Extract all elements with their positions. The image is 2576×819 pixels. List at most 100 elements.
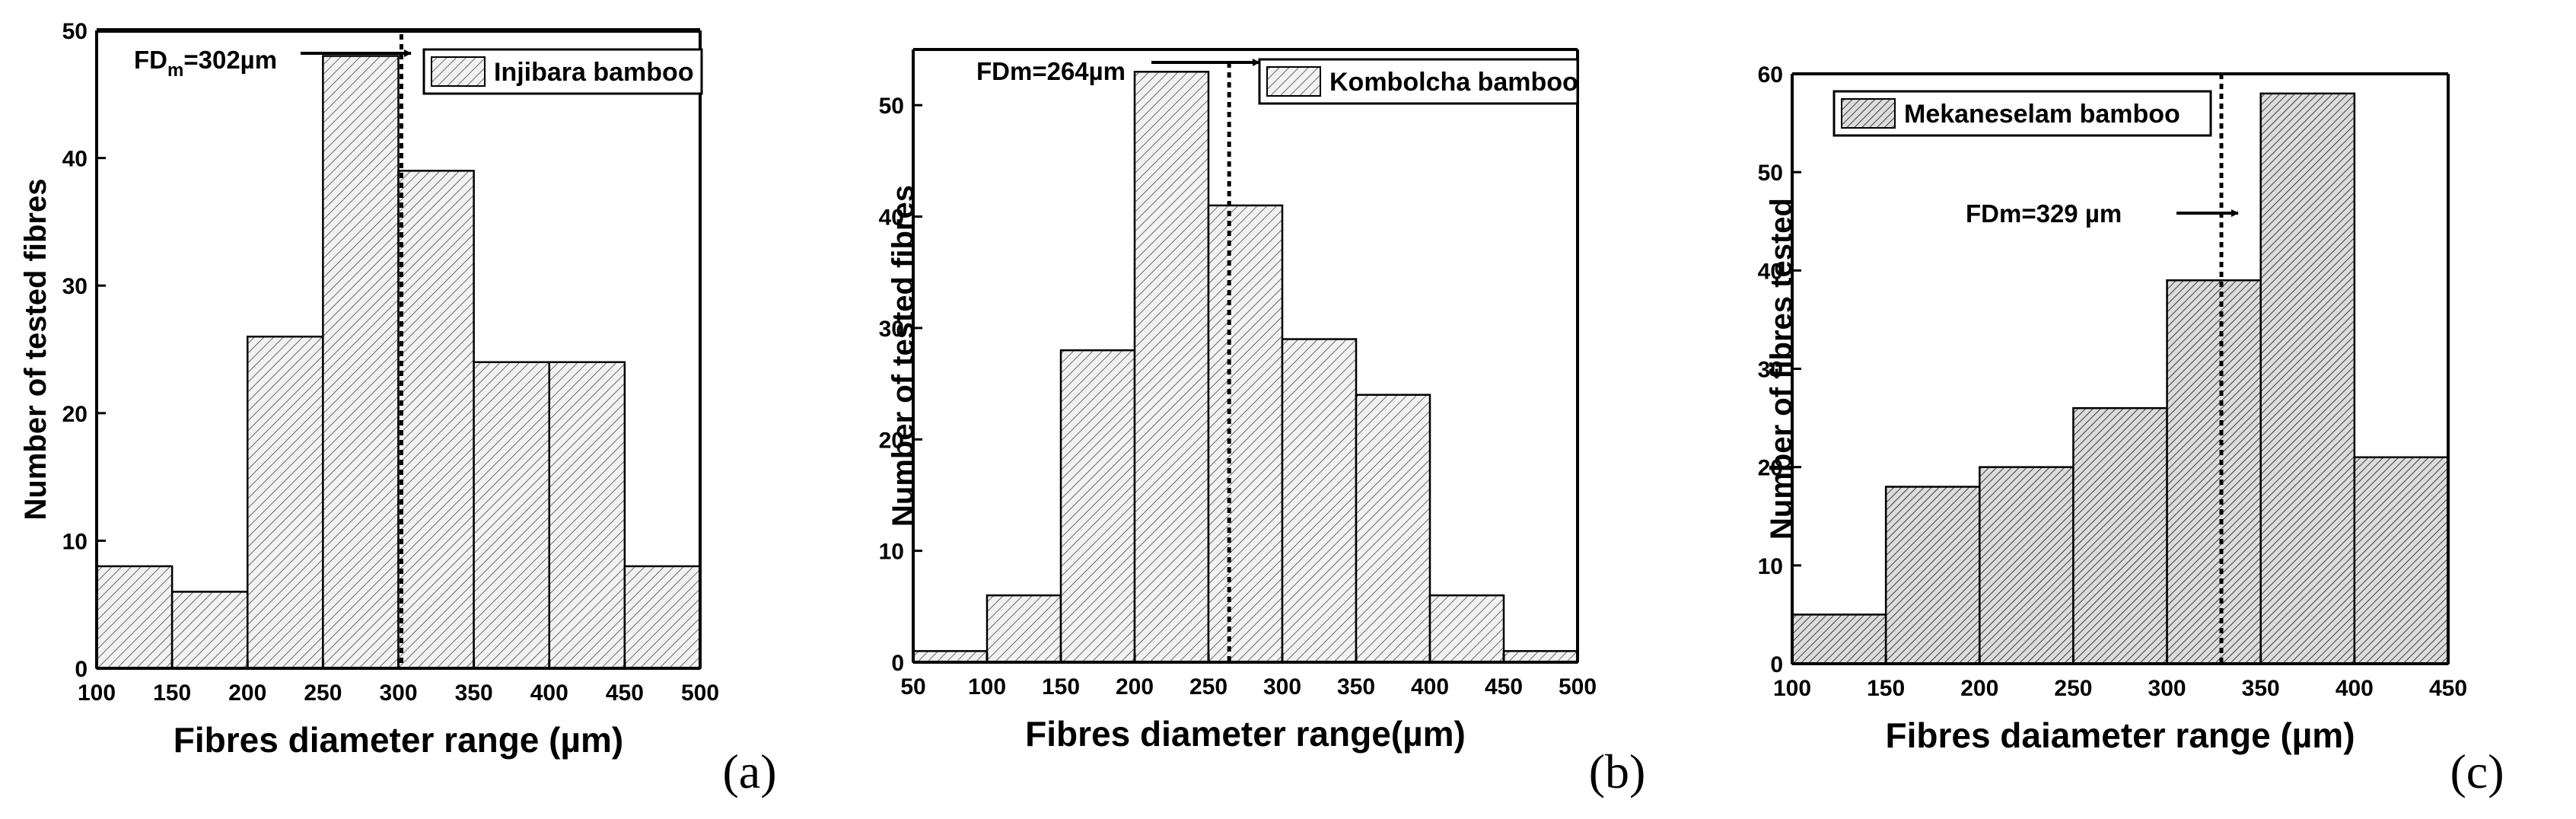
chart-panel-a: 100 150 200 250 300 350 400 450 500 0 10 20 30 40 50 Fi…: [19, 19, 777, 798]
histogram-bar: [247, 335, 324, 670]
x-axis-label: Fibres daiameter range (µm): [1885, 715, 2355, 755]
histogram-bar: [1428, 594, 1505, 664]
histogram-bar: [986, 594, 1062, 664]
legend-swatch: [431, 56, 486, 87]
y-tick-label: 10: [1758, 554, 1783, 579]
y-tick-label: 30: [1758, 358, 1783, 383]
histogram-bar: [473, 361, 550, 670]
histogram-bar: [623, 565, 702, 670]
legend: Kombolcha bamboo: [1258, 58, 1579, 105]
y-tick-label: 30: [62, 274, 88, 299]
histogram-bar: [1133, 71, 1210, 664]
y-axis-label: Number of fibres tested: [1765, 198, 1798, 540]
histogram-bar: [1884, 486, 1981, 665]
legend: Mekaneselam bamboo: [1832, 90, 2212, 137]
histogram-bar: [322, 55, 400, 670]
x-tick-label: 350: [455, 680, 493, 706]
histogram-bar: [95, 565, 174, 670]
legend-box: [1832, 90, 2212, 137]
y-tick-label: 0: [891, 651, 904, 676]
x-tick-label: 250: [304, 680, 342, 706]
x-tick-label: 100: [1773, 676, 1811, 701]
x-tick-label: 350: [2242, 676, 2280, 701]
y-tick-label: 0: [75, 657, 88, 682]
x-tick-label: 500: [1559, 674, 1597, 699]
x-tick-label: 300: [1263, 674, 1301, 699]
histogram-bar: [1502, 650, 1579, 664]
y-tick-label: 30: [879, 317, 904, 342]
x-tick-label: 100: [78, 680, 116, 706]
mean-annotation: FDm=264µm: [976, 57, 1126, 85]
mean-annotation: FDm=329 µm: [1966, 199, 2122, 228]
histogram-bar: [2072, 406, 2168, 665]
y-tick-label: 40: [62, 147, 88, 172]
histogram-bar: [1979, 466, 2074, 665]
x-tick-label: 250: [2054, 676, 2092, 701]
y-tick-label: 20: [879, 428, 904, 453]
x-tick-label: 200: [1960, 676, 1998, 701]
y-tick-label: 40: [879, 206, 904, 231]
y-tick-label: 20: [62, 402, 88, 427]
x-tick-label: 150: [1867, 676, 1905, 701]
x-tick-label: 150: [1042, 674, 1080, 699]
x-tick-label: 450: [606, 680, 644, 706]
histogram-bar: [912, 650, 989, 664]
histogram-bar: [1207, 204, 1284, 664]
y-tick-label: 60: [1758, 62, 1783, 88]
histogram-bar: [2259, 92, 2356, 665]
legend-swatch: [1841, 98, 1896, 129]
legend-label: Kombolcha bamboo: [1329, 68, 1578, 97]
x-tick-label: 450: [2429, 676, 2467, 701]
mean-annotation: FDm=302µm: [134, 46, 277, 81]
x-tick-label: 300: [2148, 676, 2186, 701]
histogram-bar: [1281, 338, 1358, 664]
y-tick-label: 10: [62, 529, 88, 554]
annotation-main: FDm=329 µm: [1966, 199, 2122, 228]
y-tick-label: 10: [879, 540, 904, 565]
histogram-bar: [548, 361, 626, 670]
annotation-main: FDm=264µm: [976, 57, 1126, 85]
histogram-bar: [2166, 279, 2262, 665]
legend-label: Mekaneselam bamboo: [1904, 100, 2180, 129]
histogram-bar: [1355, 394, 1431, 664]
y-tick-label: 20: [1758, 456, 1783, 481]
x-axis-label: Fibres diameter range (µm): [174, 720, 623, 760]
y-tick-label: 50: [62, 19, 88, 44]
x-tick-label: 250: [1189, 674, 1228, 699]
histogram-bar: [1059, 349, 1136, 664]
histogram-bar: [170, 591, 249, 670]
panel-label: (b): [1589, 744, 1646, 798]
y-tick-label: 40: [1758, 259, 1783, 284]
legend-swatch: [1266, 66, 1321, 97]
x-axis-label: Fibres diameter range(µm): [1025, 714, 1466, 754]
x-tick-label: 150: [153, 680, 191, 706]
annotation-suffix: =302µm: [183, 46, 277, 74]
annotation-main: FD: [134, 46, 167, 74]
histogram-bar: [2353, 456, 2450, 665]
legend: Injibara bamboo: [422, 48, 703, 95]
chart-panel-c: 100 150 200 250 300 350 400 450 0 10 20 30 40 50 60 Fib…: [1758, 62, 2504, 798]
x-tick-label: 200: [228, 680, 266, 706]
chart-panel-b: 50 100 150 200 250 300 350 400 450 500 0 10 20 30 40 50…: [879, 48, 1646, 798]
y-axis-label: Number of tested fibres: [19, 179, 53, 521]
y-axis-label: Number of tested fibres: [887, 185, 920, 527]
histogram-bar: [1791, 613, 1887, 665]
y-tick-label: 50: [879, 94, 904, 119]
x-tick-label: 50: [900, 674, 925, 699]
annotation-subscript: m: [167, 60, 183, 81]
panel-label: (a): [722, 744, 776, 798]
x-tick-label: 100: [968, 674, 1006, 699]
legend-label: Injibara bamboo: [494, 58, 694, 87]
panel-label: (c): [2450, 744, 2504, 798]
x-tick-label: 400: [2336, 676, 2374, 701]
y-tick-label: 50: [1758, 161, 1783, 186]
histogram-bar: [397, 170, 475, 670]
x-tick-label: 500: [681, 680, 719, 706]
x-tick-label: 350: [1337, 674, 1375, 699]
y-tick-label: 0: [1770, 652, 1783, 677]
x-tick-label: 200: [1116, 674, 1154, 699]
x-tick-label: 400: [1411, 674, 1449, 699]
x-tick-label: 400: [530, 680, 568, 706]
x-tick-label: 450: [1485, 674, 1523, 699]
